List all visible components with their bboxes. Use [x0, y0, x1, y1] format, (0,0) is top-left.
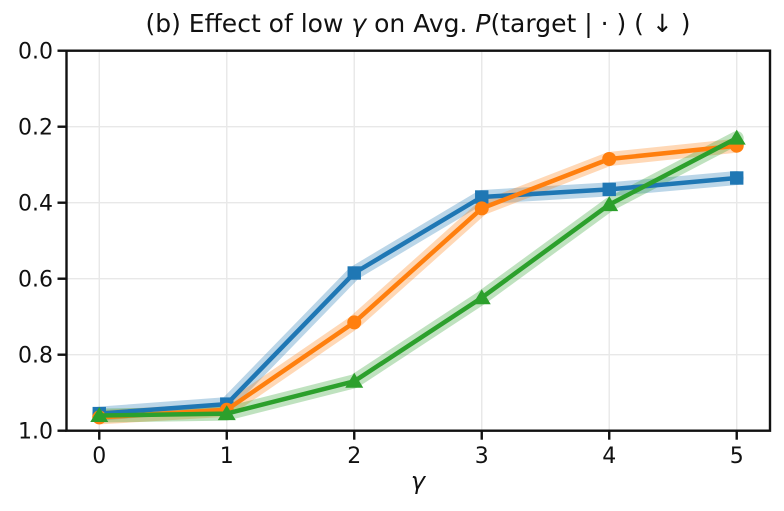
series-green-triangles-marker — [472, 289, 491, 305]
x-tick-label: 3 — [475, 444, 489, 469]
series-blue-squares-marker — [730, 171, 744, 185]
series-green-triangles-line — [97, 135, 739, 418]
x-tick-label: 4 — [602, 444, 616, 469]
x-tick-label: 0 — [92, 444, 106, 469]
x-tick-label: 5 — [730, 444, 744, 469]
series-blue-squares-marker — [602, 182, 616, 197]
y-tick-label: 0.0 — [18, 40, 53, 65]
y-tick-label: 0.4 — [18, 192, 53, 217]
series-orange-circles-marker — [347, 315, 362, 330]
title-gamma-symbol: γ — [351, 9, 367, 38]
series-green-triangles-marker — [727, 129, 746, 145]
series-blue-squares-marker — [347, 266, 361, 280]
title-p-symbol: P — [475, 9, 491, 38]
series-blue-squares-line — [97, 175, 739, 416]
series-blue-squares-marker — [475, 190, 489, 204]
y-tick-label: 0.8 — [18, 344, 53, 369]
series-green-triangles-marker — [217, 405, 236, 421]
chart-title: (b) Effect of low γ on Avg. P(target | ·… — [66, 8, 770, 40]
title-text: (target | · ) ( ↓ ) — [490, 9, 691, 38]
series-orange-circles-line — [97, 143, 739, 420]
x-tick-label: 1 — [220, 444, 234, 469]
x-axis-label: γ — [410, 467, 426, 495]
series-green-triangles-marker — [600, 196, 619, 212]
series-blue-squares-band — [92, 171, 744, 421]
y-tick-label: 0.2 — [18, 116, 53, 141]
title-text: on Avg. — [366, 9, 476, 38]
series-orange-circles-marker — [602, 152, 617, 166]
plot-border — [65, 49, 772, 432]
series-green-triangles-marker — [345, 372, 364, 388]
y-tick-label: 1.0 — [18, 420, 53, 445]
title-text: (b) Effect of low — [145, 9, 352, 38]
series-green-triangles-marker — [90, 407, 109, 422]
y-tick-label: 0.6 — [18, 268, 53, 293]
x-tick-label: 2 — [347, 444, 361, 469]
series-orange-circles-marker — [474, 201, 489, 216]
